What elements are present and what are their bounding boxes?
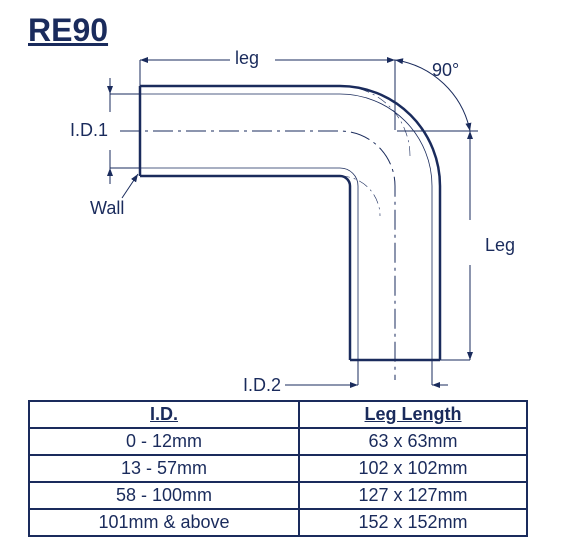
table-row: 58 - 100mm 127 x 127mm [29, 482, 527, 509]
col-header-id: I.D. [29, 401, 299, 428]
label-leg-right: Leg [485, 235, 515, 256]
table-row: 13 - 57mm 102 x 102mm [29, 455, 527, 482]
table-row: 101mm & above 152 x 152mm [29, 509, 527, 536]
label-id1: I.D.1 [70, 120, 108, 141]
table-header-row: I.D. Leg Length [29, 401, 527, 428]
col-header-leg: Leg Length [299, 401, 527, 428]
cell-id: 58 - 100mm [29, 482, 299, 509]
table-row: 0 - 12mm 63 x 63mm [29, 428, 527, 455]
cell-id: 13 - 57mm [29, 455, 299, 482]
cell-leg: 102 x 102mm [299, 455, 527, 482]
label-wall: Wall [90, 198, 124, 219]
cell-id: 101mm & above [29, 509, 299, 536]
cell-leg: 152 x 152mm [299, 509, 527, 536]
elbow-diagram [60, 40, 520, 400]
label-id2: I.D.2 [243, 375, 281, 396]
label-leg-top: leg [235, 48, 259, 69]
cell-leg: 63 x 63mm [299, 428, 527, 455]
label-angle: 90° [432, 60, 459, 81]
cell-id: 0 - 12mm [29, 428, 299, 455]
cell-leg: 127 x 127mm [299, 482, 527, 509]
spec-table: I.D. Leg Length 0 - 12mm 63 x 63mm 13 - … [28, 400, 528, 537]
